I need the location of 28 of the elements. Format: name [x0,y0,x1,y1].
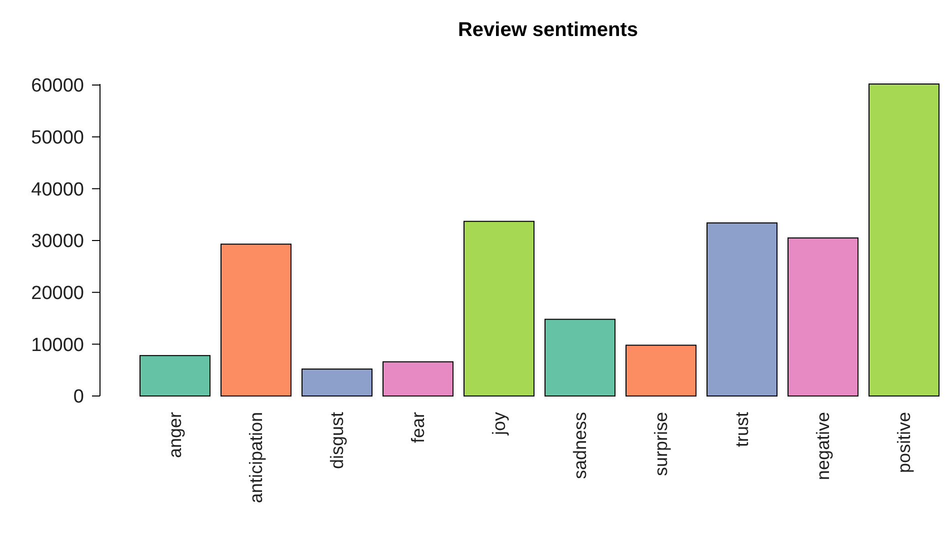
chart-title: Review sentiments [458,19,638,41]
bar [544,318,616,396]
x-tick-label: fear [408,412,428,444]
x-tick-label: trust [732,412,752,448]
bar [220,244,292,396]
y-tick-label: 30000 [31,231,84,252]
y-tick-label: 60000 [31,76,84,97]
y-tick-label: 40000 [31,179,84,200]
bar [382,361,454,396]
bar [706,222,778,396]
x-tick-label: positive [894,412,914,474]
x-tick-label: negative [813,412,833,480]
bar [626,344,696,396]
y-tick-label: 0 [73,386,84,408]
x-tick-label: anger [165,412,185,458]
y-tick-label: 10000 [31,334,84,356]
y-tick-label: 50000 [31,128,84,149]
x-tick-label: joy [489,412,509,436]
bar [788,237,858,396]
y-tick-label: 20000 [31,282,84,304]
x-tick-label: surprise [651,412,671,476]
bar [868,84,940,396]
bar [464,220,534,396]
bar [140,355,210,396]
bar [302,368,372,396]
x-tick-label: anticipation [246,412,266,504]
x-tick-label: sadness [570,412,590,480]
x-tick-label: disgust [327,412,347,470]
